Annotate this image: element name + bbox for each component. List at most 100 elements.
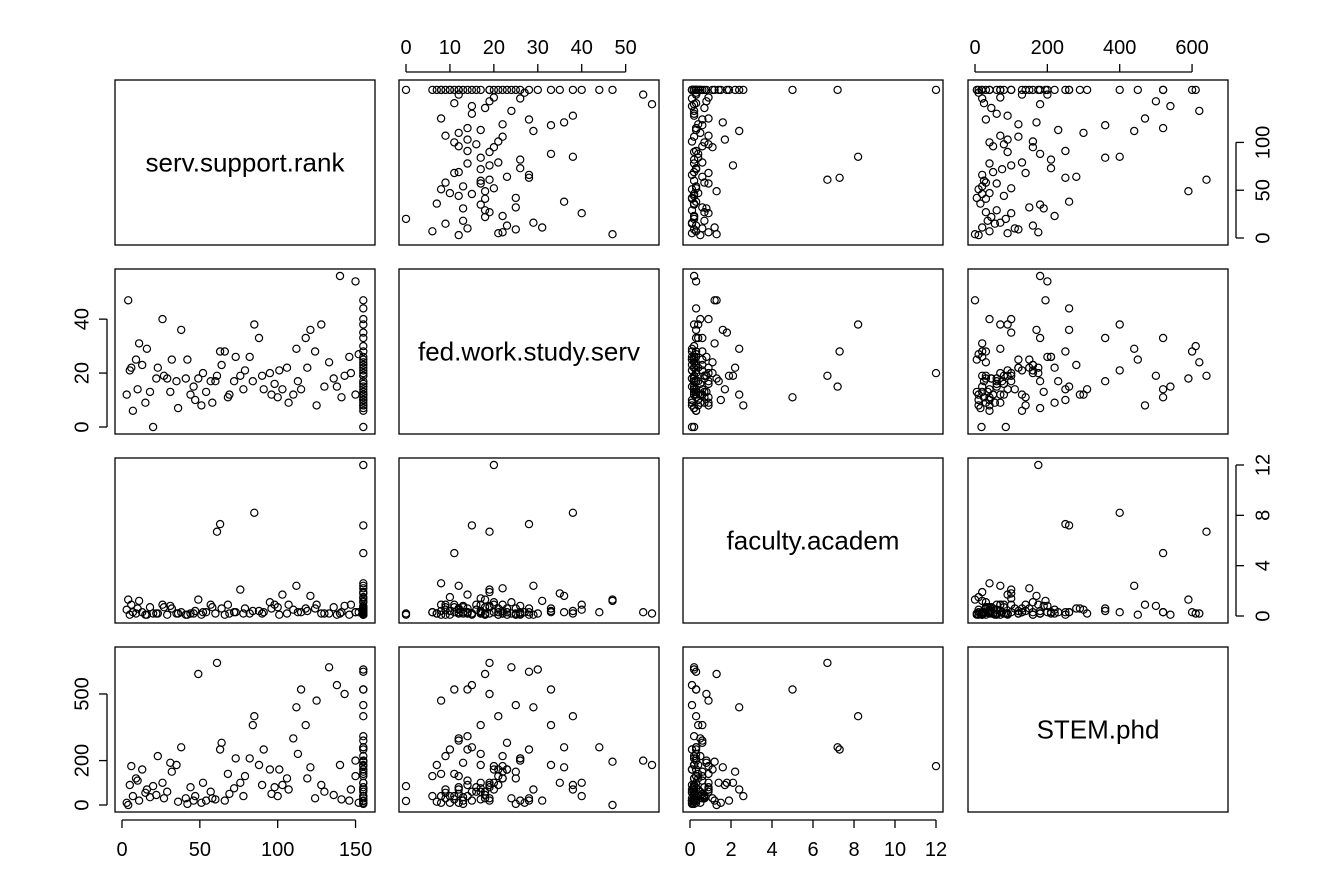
data-point [704, 168, 713, 178]
data-point [351, 608, 360, 617]
data-point [502, 172, 512, 181]
data-point [1028, 610, 1038, 619]
data-point [476, 153, 485, 162]
data-point [1100, 153, 1110, 162]
data-point [236, 778, 245, 788]
data-point [127, 600, 136, 609]
data-point [992, 382, 1001, 391]
data-point [359, 769, 368, 779]
data-point [835, 347, 844, 356]
data-point [524, 608, 534, 617]
data-point [1184, 374, 1193, 383]
data-point [312, 401, 321, 410]
data-point [698, 142, 707, 151]
data-point [546, 720, 556, 730]
data-point [1007, 184, 1016, 193]
data-point [432, 609, 441, 618]
data-point [507, 106, 516, 116]
data-point [208, 603, 217, 612]
data-point [194, 374, 203, 383]
data-point [689, 271, 699, 281]
data-point [730, 85, 740, 95]
panel-3-2 [682, 646, 944, 813]
data-point [1043, 601, 1052, 611]
data-point [511, 225, 521, 234]
data-point [441, 178, 450, 187]
data-point [981, 207, 991, 217]
data-point [359, 363, 368, 372]
data-point [306, 325, 315, 335]
data-point [134, 339, 144, 348]
data-point [359, 736, 368, 745]
data-point [359, 592, 368, 602]
data-point [463, 776, 472, 785]
panel-frame [114, 457, 376, 624]
data-point [704, 314, 713, 324]
data-point [1053, 608, 1063, 617]
data-point [516, 610, 525, 619]
data-point [359, 352, 368, 362]
data-point [472, 85, 481, 95]
data-point [324, 358, 334, 367]
data-point [445, 85, 455, 95]
data-point [987, 212, 996, 222]
data-point [698, 203, 707, 212]
data-point [1151, 371, 1161, 380]
data-point [133, 604, 142, 613]
data-point [698, 172, 707, 181]
data-point [639, 90, 648, 99]
data-point [691, 798, 701, 808]
data-point [436, 85, 446, 95]
data-point [1035, 403, 1045, 413]
panel-frame [398, 457, 660, 624]
data-point [215, 519, 225, 529]
data-point [450, 168, 459, 178]
data-point [978, 223, 987, 232]
data-point [700, 790, 709, 800]
data-point [472, 140, 481, 149]
data-point [476, 164, 485, 174]
data-point [568, 609, 578, 618]
data-point [359, 296, 368, 305]
data-point [1003, 135, 1012, 144]
data-point [516, 163, 525, 173]
data-point [689, 147, 699, 157]
data-point [1129, 581, 1139, 591]
data-point [359, 610, 368, 619]
data-point [485, 780, 494, 790]
data-point [689, 341, 699, 351]
data-point [712, 374, 721, 383]
data-point [167, 355, 176, 364]
tick-label: 0 [684, 839, 695, 861]
data-point [485, 97, 494, 106]
tick-label: 10 [884, 839, 906, 861]
data-point [485, 175, 494, 184]
data-point [1050, 363, 1059, 372]
top-x-axis-3: 0 200 400 600 [969, 37, 1209, 73]
data-point [137, 765, 147, 774]
data-point [198, 778, 208, 788]
data-point [1166, 610, 1175, 619]
data-point [985, 227, 994, 236]
data-point [516, 754, 525, 763]
data-point [987, 374, 996, 383]
data-point [704, 228, 713, 237]
data-point [208, 398, 217, 407]
data-point [454, 581, 463, 591]
data-point [206, 377, 215, 386]
data-point [533, 609, 543, 618]
data-point [1021, 600, 1030, 609]
data-point [1014, 225, 1023, 234]
data-point [1050, 85, 1059, 95]
data-point [476, 760, 485, 770]
data-point [289, 390, 298, 399]
data-point [153, 363, 162, 372]
data-point [441, 788, 450, 798]
data-point [346, 785, 356, 794]
data-point [359, 798, 368, 808]
data-point [359, 460, 368, 470]
data-point [148, 422, 158, 432]
data-point [189, 609, 198, 618]
data-point [704, 783, 713, 792]
data-point [127, 761, 136, 771]
